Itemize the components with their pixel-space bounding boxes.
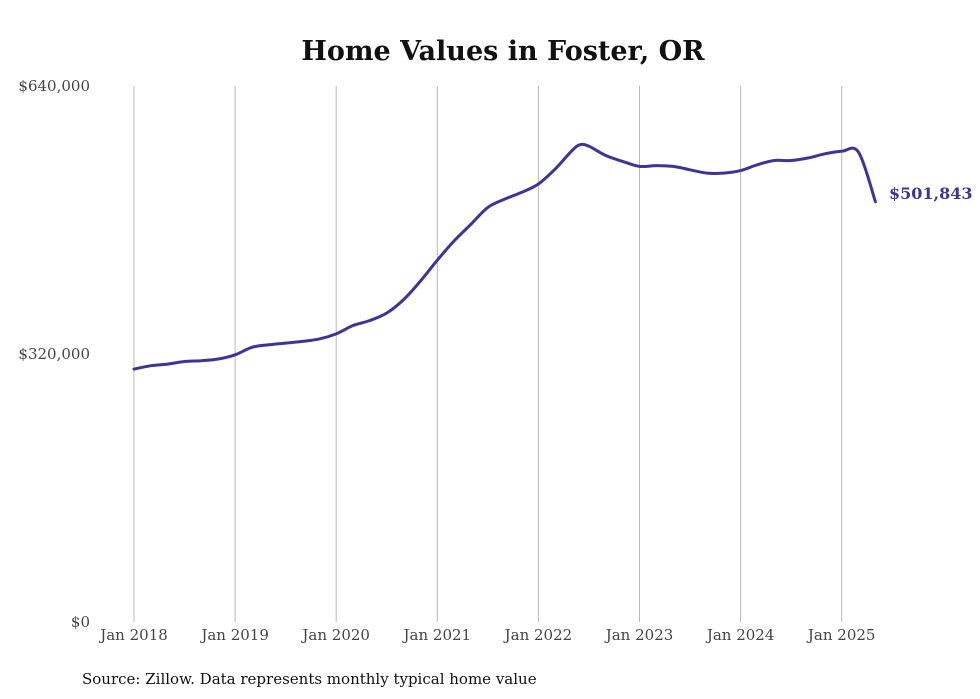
y-axis-tick-labels: $0 $320,000 $640,000 [18, 77, 90, 631]
y-tick-label: $0 [71, 613, 90, 631]
x-tick-label: Jan 2024 [705, 626, 775, 644]
vertical-gridlines [133, 86, 843, 622]
source-note: Source: Zillow. Data represents monthly … [82, 670, 537, 688]
chart-title: Home Values in Foster, OR [301, 36, 705, 67]
x-tick-label: Jan 2025 [806, 626, 876, 644]
y-tick-label: $640,000 [18, 77, 90, 95]
x-tick-label: Jan 2023 [604, 626, 674, 644]
x-tick-label: Jan 2022 [503, 626, 573, 644]
x-axis-tick-labels: Jan 2018 Jan 2019 Jan 2020 Jan 2021 Jan 2022… [98, 626, 875, 644]
home-value-series-line [132, 142, 877, 371]
x-tick-label: Jan 2018 [98, 626, 168, 644]
x-tick-label: Jan 2021 [402, 626, 472, 644]
y-tick-label: $320,000 [18, 345, 90, 363]
latest-value-label: $501,843 [889, 184, 973, 203]
x-tick-label: Jan 2019 [199, 626, 269, 644]
x-tick-label: Jan 2020 [300, 626, 370, 644]
